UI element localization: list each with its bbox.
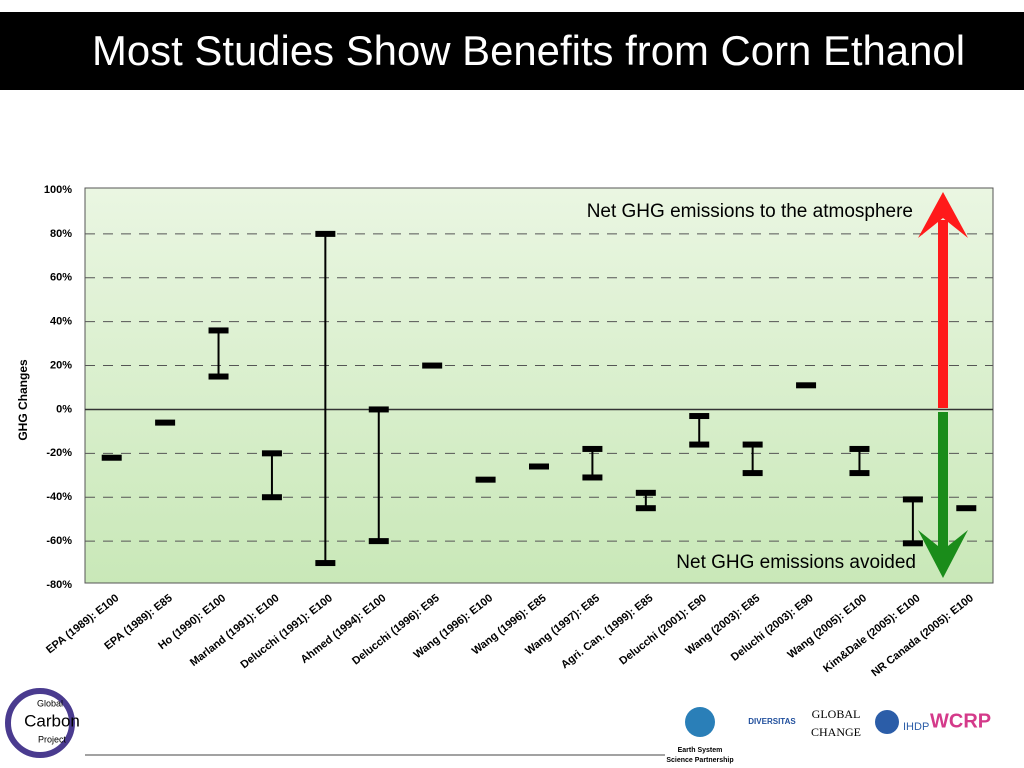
range-cap — [956, 505, 977, 512]
logo-text: GLOBAL — [812, 707, 861, 721]
logo-ring — [5, 688, 75, 758]
range-cap — [529, 463, 549, 470]
range-cap — [315, 230, 336, 237]
y-tick-label: 100% — [44, 184, 72, 196]
y-tick-label: -20% — [46, 447, 72, 459]
annotation: Net GHG emissions to the atmosphere — [587, 201, 913, 222]
range-cap — [422, 362, 443, 369]
y-tick-label: 80% — [50, 228, 72, 240]
range-cap — [101, 454, 122, 461]
x-tick-label: Marland (1991): E100 — [188, 592, 282, 669]
logo-text: WCRP — [930, 710, 991, 732]
range-cap — [315, 560, 336, 567]
range-cap — [742, 441, 763, 448]
x-tick-label: Delucchi (1996): E95 — [350, 592, 442, 667]
logo-text: Carbon — [24, 711, 80, 730]
range-cap — [368, 538, 389, 545]
range-cap — [208, 373, 229, 380]
range-cap — [475, 476, 496, 483]
plot-area — [84, 187, 994, 584]
y-tick-label: 60% — [50, 272, 72, 284]
red-arrow-head — [918, 192, 968, 238]
range-cap — [368, 406, 389, 413]
logo-text: Global — [37, 698, 63, 708]
range-cap — [261, 450, 282, 457]
y-tick-label: 0% — [56, 403, 72, 415]
y-tick-label: -80% — [46, 579, 72, 591]
range-cap — [849, 470, 870, 477]
logo-text: Science Partnership — [666, 757, 733, 764]
range-cap — [208, 327, 229, 334]
y-tick-label: 40% — [50, 316, 72, 328]
range-cap — [261, 494, 282, 501]
range-cap — [796, 382, 817, 389]
ihdp-globe — [875, 710, 899, 734]
range-cap — [635, 505, 656, 512]
y-axis-label: GHG Changes — [16, 359, 30, 441]
x-tick-label: NR Canada (2005): E100 — [869, 592, 976, 679]
y-tick-label: -40% — [46, 491, 72, 503]
x-tick-label: Agri. Can. (1999): E85 — [559, 592, 656, 671]
essp-globe — [685, 707, 715, 737]
range-cap — [582, 445, 603, 452]
range-cap — [689, 413, 710, 420]
range-cap — [849, 445, 870, 452]
range-cap — [689, 441, 710, 448]
x-tick-label: Delucchi (1991): E100 — [238, 592, 335, 671]
range-cap — [742, 470, 763, 477]
logo-text: DIVERSITAS — [748, 717, 796, 726]
x-tick-label: Kim&Dale (2005): E100 — [821, 592, 922, 675]
x-tick-label: Delucchi (2001): E90 — [617, 592, 709, 667]
range-cap — [902, 496, 923, 503]
annotation: Net GHG emissions avoided — [676, 552, 916, 573]
gcp-logo: Global Carbon Project — [5, 688, 80, 758]
logo-text: IHDP — [903, 721, 929, 733]
logo-text: Earth System — [678, 747, 723, 754]
range-cap — [902, 540, 923, 547]
y-tick-label: -60% — [46, 535, 72, 547]
range-cap — [155, 419, 176, 426]
y-tick-label: 20% — [50, 359, 72, 371]
title-bar — [0, 12, 1024, 90]
range-cap — [582, 474, 603, 481]
green-arrow-head — [918, 530, 968, 578]
title: Most Studies Show Benefits from Corn Eth… — [92, 27, 965, 74]
logo-text: CHANGE — [811, 725, 861, 739]
range-cap — [635, 489, 656, 496]
logo-text: Project — [38, 734, 67, 744]
